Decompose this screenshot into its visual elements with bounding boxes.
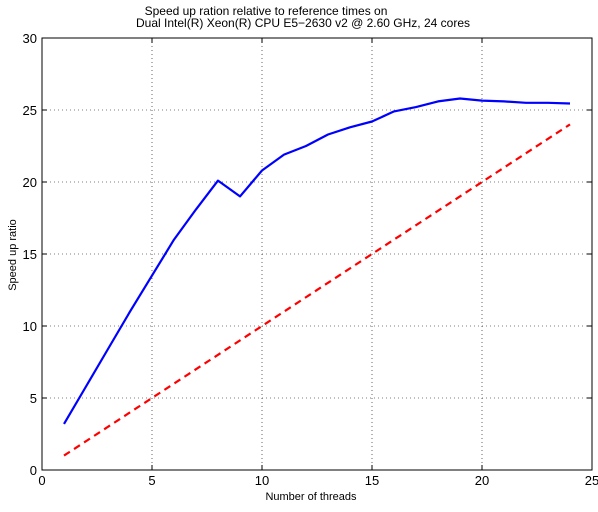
x-tick-label: 0	[38, 473, 45, 488]
chart-title-line-1: Speed up ration relative to reference ti…	[145, 4, 388, 18]
y-tick-label: 20	[23, 175, 37, 190]
y-tick-label: 25	[23, 103, 37, 118]
x-tick-label: 10	[255, 473, 269, 488]
axis-ticks: 0 5 10 15 20 25 0 5 10 15 20 25 30	[23, 31, 598, 488]
series-layer	[63, 97, 571, 457]
x-tick-label: 15	[365, 473, 379, 488]
y-axis-label: Speed up ratio	[7, 219, 19, 291]
series-line-dashed	[63, 123, 571, 457]
y-tick-label: 5	[30, 391, 37, 406]
chart-title-line-2: Dual Intel(R) Xeon(R) CPU E5−2630 v2 @ 2…	[136, 16, 470, 30]
x-tick-label: 20	[475, 473, 489, 488]
x-tick-label: 25	[585, 473, 598, 488]
y-tick-label: 15	[23, 247, 37, 262]
x-axis-label: Number of threads	[265, 491, 357, 503]
x-tick-label: 5	[148, 473, 155, 488]
y-tick-label: 30	[23, 31, 37, 46]
y-tick-label: 10	[23, 319, 37, 334]
grid-lines	[42, 38, 592, 470]
y-tick-label: 0	[30, 463, 37, 478]
series-line-solid	[63, 97, 571, 425]
